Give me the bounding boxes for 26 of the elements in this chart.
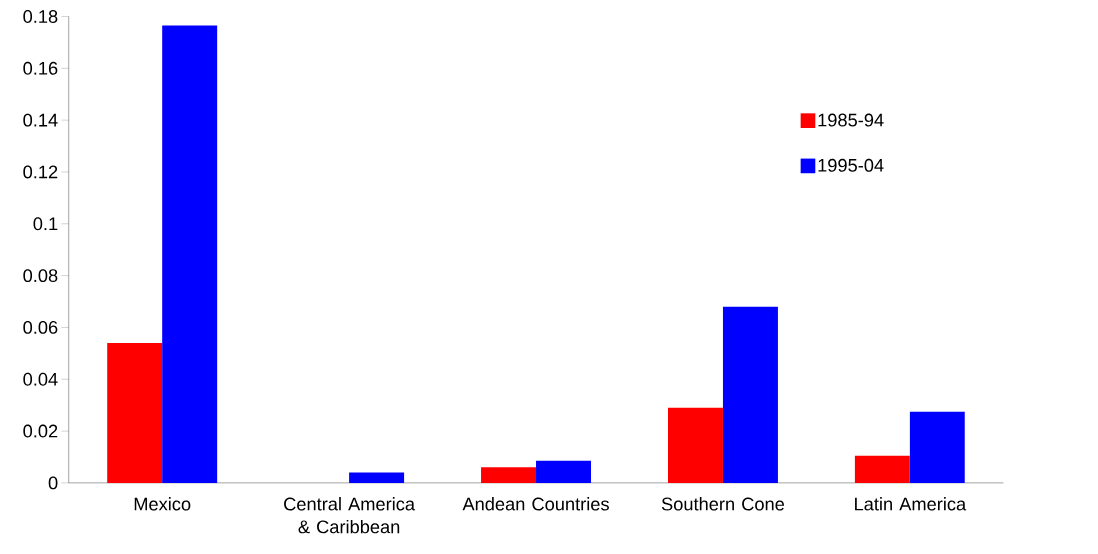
bar [722, 306, 778, 483]
bar [481, 467, 537, 483]
bar [667, 407, 723, 483]
x-tick-label: Andean Countries [462, 496, 609, 511]
bar [536, 460, 592, 483]
x-tick-label: Central America & Caribbean [284, 496, 416, 534]
x-tick-label: Latin America [855, 496, 967, 511]
legend-label: 1985-94 [818, 113, 884, 127]
y-tick-label: 0.1 [33, 217, 58, 231]
bar [909, 411, 965, 483]
bar [162, 25, 218, 483]
y-tick-label: 0.08 [23, 268, 58, 282]
y-tick-label: 0.18 [23, 9, 58, 23]
legend-label: 1995-04 [818, 158, 884, 172]
y-tick-label: 0.04 [23, 372, 58, 386]
y-tick-label: 0.12 [23, 165, 58, 179]
x-tick-label: Southern Cone [661, 496, 785, 511]
y-tick-label: 0.02 [23, 424, 58, 438]
bar [349, 472, 405, 483]
y-tick-label: 0.16 [23, 61, 58, 75]
x-tick-label: Mexico [134, 496, 191, 511]
y-tick-label: 0 [48, 476, 58, 490]
bar [854, 455, 910, 483]
y-tick-label: 0.06 [23, 320, 58, 334]
y-tick-label: 0.14 [23, 113, 58, 127]
bar [107, 342, 163, 483]
